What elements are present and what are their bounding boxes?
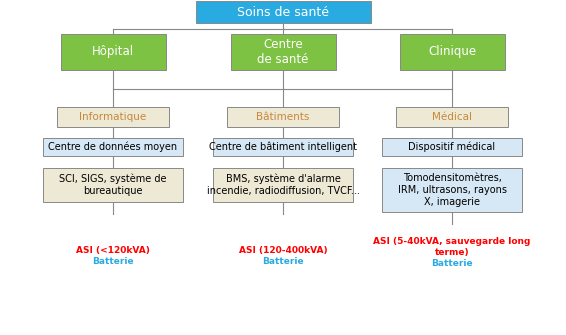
Text: Clinique: Clinique — [428, 46, 476, 59]
Text: Bâtiments: Bâtiments — [256, 112, 310, 122]
Text: ASI (120-400kVA): ASI (120-400kVA) — [239, 247, 327, 256]
Text: SCI, SIGS, système de
bureautique: SCI, SIGS, système de bureautique — [59, 174, 167, 196]
FancyBboxPatch shape — [400, 34, 504, 70]
FancyBboxPatch shape — [396, 107, 508, 127]
Text: ASI (5-40kVA, sauvegarde long
terme): ASI (5-40kVA, sauvegarde long terme) — [374, 237, 531, 257]
FancyBboxPatch shape — [195, 1, 371, 23]
Text: Batterie: Batterie — [431, 259, 473, 268]
Text: Centre de données moyen: Centre de données moyen — [49, 142, 178, 152]
FancyBboxPatch shape — [57, 107, 169, 127]
Text: Centre de bâtiment intelligent: Centre de bâtiment intelligent — [209, 142, 357, 152]
Text: Tomodensitomètres,
IRM, ultrasons, rayons
X, imagerie: Tomodensitomètres, IRM, ultrasons, rayon… — [397, 174, 507, 207]
Text: Centre
de santé: Centre de santé — [258, 38, 308, 66]
Text: BMS, système d'alarme
incendie, radiodiffusion, TVCF...: BMS, système d'alarme incendie, radiodif… — [207, 174, 359, 196]
FancyBboxPatch shape — [382, 168, 522, 212]
FancyBboxPatch shape — [61, 34, 165, 70]
Text: Dispositif médical: Dispositif médical — [409, 142, 496, 152]
Text: Hôpital: Hôpital — [92, 46, 134, 59]
Text: Batterie: Batterie — [92, 257, 134, 266]
FancyBboxPatch shape — [227, 107, 339, 127]
Text: Soins de santé: Soins de santé — [237, 5, 329, 18]
FancyBboxPatch shape — [213, 138, 353, 156]
Text: Informatique: Informatique — [79, 112, 147, 122]
FancyBboxPatch shape — [43, 168, 183, 202]
FancyBboxPatch shape — [382, 138, 522, 156]
FancyBboxPatch shape — [230, 34, 336, 70]
Text: Médical: Médical — [432, 112, 472, 122]
FancyBboxPatch shape — [43, 138, 183, 156]
Text: ASI (<120kVA): ASI (<120kVA) — [76, 247, 150, 256]
FancyBboxPatch shape — [213, 168, 353, 202]
Text: Batterie: Batterie — [262, 257, 304, 266]
